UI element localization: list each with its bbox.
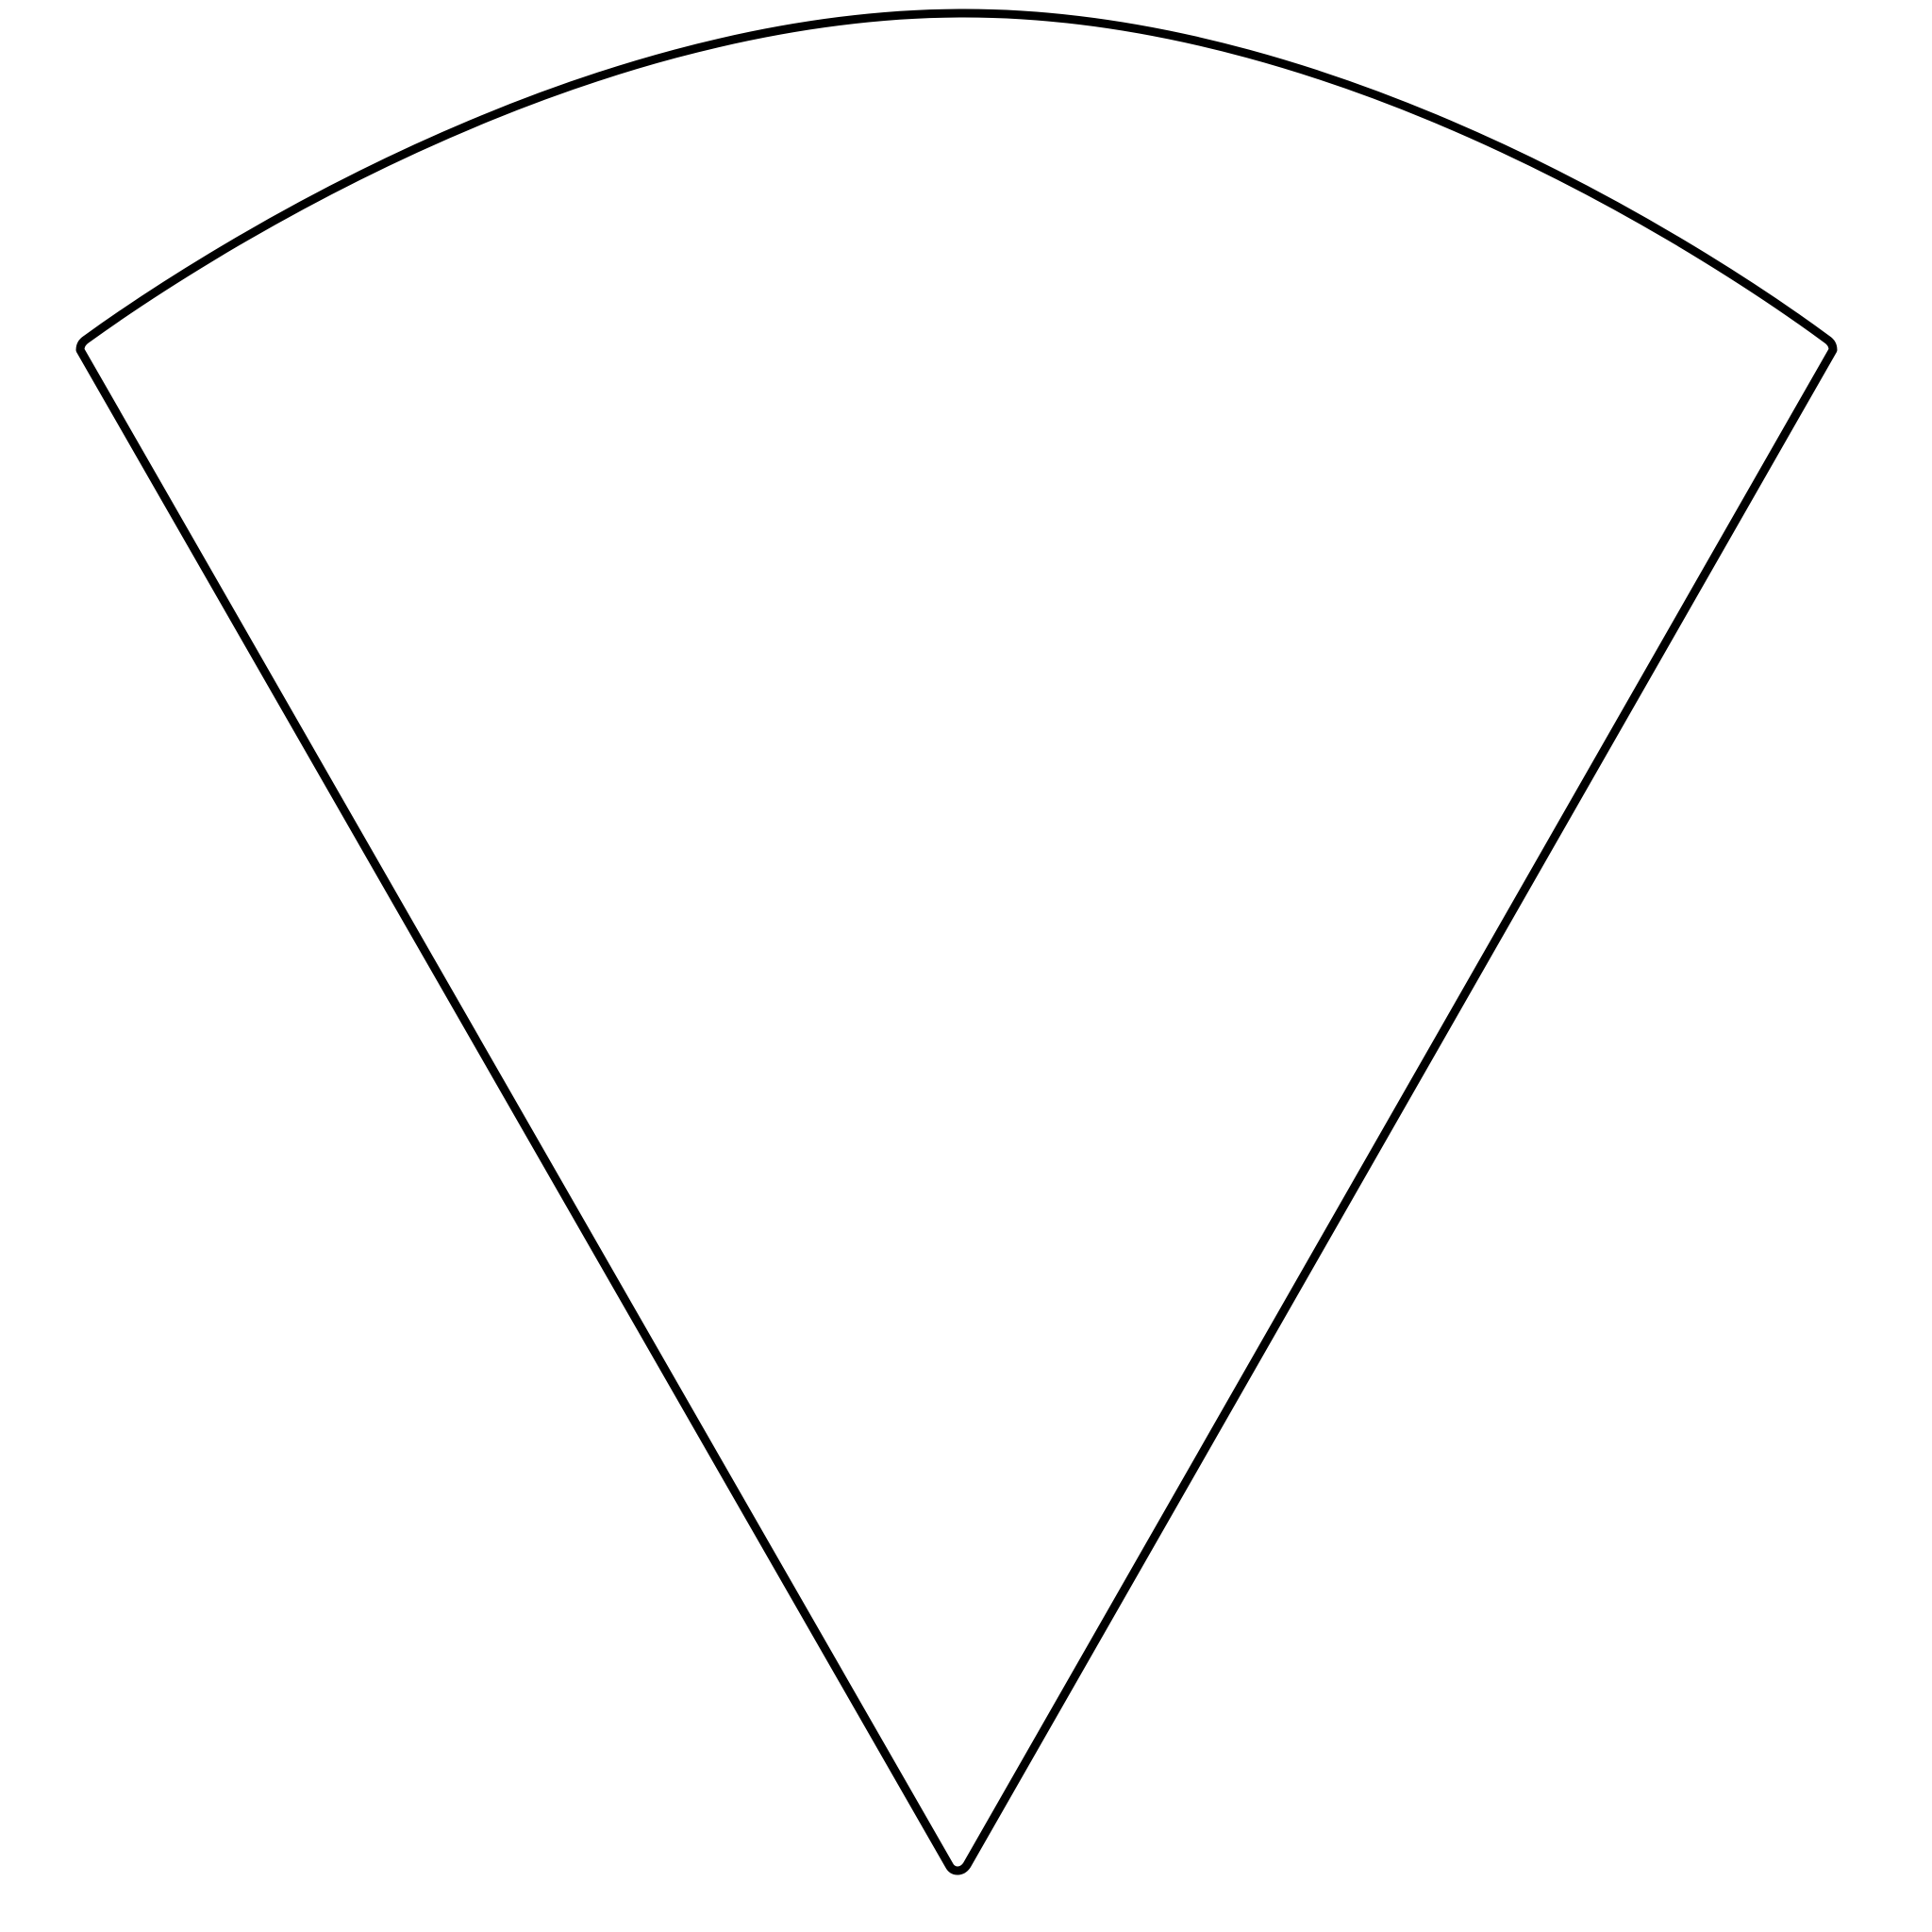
sector-shape	[75, 8, 1838, 1875]
